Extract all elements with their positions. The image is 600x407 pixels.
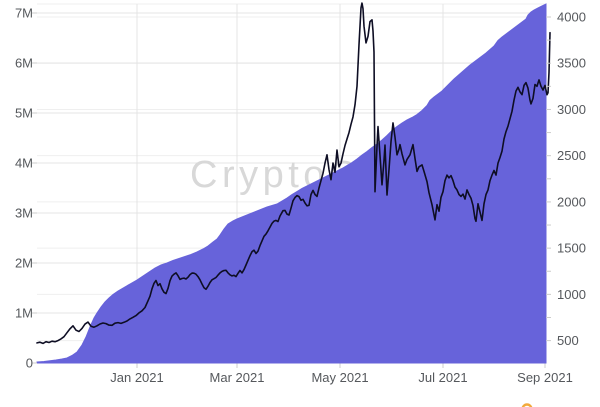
- price-polyline: [36, 2, 551, 345]
- y-right-label: 2500: [557, 148, 586, 163]
- partial-logo: [521, 403, 533, 407]
- x-axis-label: Jan 2021: [110, 370, 164, 385]
- y-left-label: 6M: [15, 56, 33, 71]
- y-right-label: 2000: [557, 194, 586, 209]
- y-right-label: 3000: [557, 102, 586, 117]
- y-right-label: 1500: [557, 241, 586, 256]
- y-right-label: 500: [557, 333, 579, 348]
- y-right-label: 1000: [557, 287, 586, 302]
- y-right-label: 4000: [557, 10, 586, 25]
- area-series: [36, 3, 547, 364]
- logo-fragment-icon: [521, 403, 533, 407]
- area-polygon: [36, 3, 547, 364]
- y-right-label: 3500: [557, 56, 586, 71]
- x-axis-label: Jul 2021: [418, 370, 467, 385]
- axis-ticks: [32, 12, 551, 368]
- axis-labels: 0 1M 2M 3M 4M 5M 6M 7M 500 1000 1500 2000 2500 3000 35…: [15, 6, 586, 386]
- y-left-label: 0: [26, 356, 33, 371]
- y-left-label: 4M: [15, 156, 33, 171]
- y-left-label: 2M: [15, 256, 33, 271]
- y-left-label: 3M: [15, 206, 33, 221]
- y-left-label: 5M: [15, 106, 33, 121]
- x-axis-label: Mar 2021: [210, 370, 265, 385]
- line-series: [36, 2, 551, 345]
- x-axis-label: May 2021: [311, 370, 368, 385]
- y-left-label: 7M: [15, 6, 33, 21]
- y-left-label: 1M: [15, 306, 33, 321]
- x-axis-label: Sep 2021: [517, 370, 573, 385]
